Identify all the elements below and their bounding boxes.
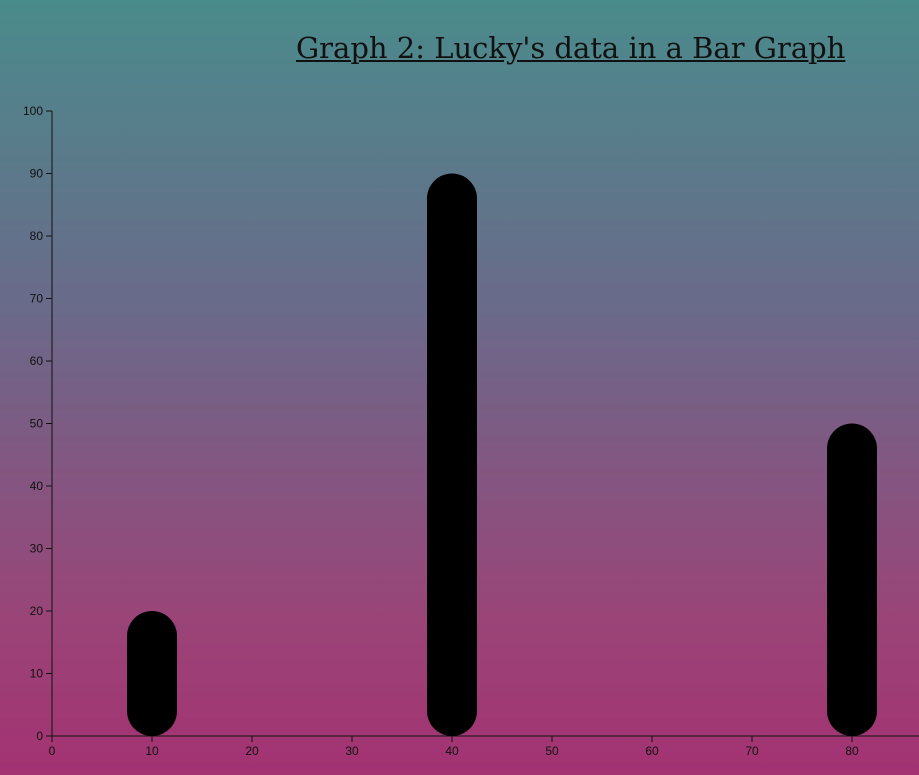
x-tick-label: 50 — [545, 744, 559, 758]
y-axis: 0 10 20 30 40 50 60 70 80 90 100 — [23, 104, 53, 743]
x-axis: 0 10 20 30 40 50 60 70 80 — [49, 735, 919, 758]
y-tick-label: 10 — [30, 667, 44, 681]
y-tick-label: 100 — [23, 104, 43, 118]
chart-title: Graph 2: Lucky's data in a Bar Graph — [296, 31, 846, 65]
y-tick-label: 40 — [30, 479, 44, 493]
y-tick-label: 30 — [30, 542, 44, 556]
bars — [127, 173, 877, 736]
y-tick-label: 70 — [30, 292, 44, 306]
y-tick-label: 20 — [30, 604, 44, 618]
y-tick-label: 90 — [30, 167, 44, 181]
y-tick-label: 0 — [36, 729, 43, 743]
y-tick-label: 50 — [30, 417, 44, 431]
x-tick-label: 30 — [345, 744, 359, 758]
y-tick-label: 80 — [30, 229, 44, 243]
x-tick-label: 40 — [445, 744, 459, 758]
x-tick-label: 80 — [845, 744, 859, 758]
x-tick-label: 70 — [745, 744, 759, 758]
bar — [827, 423, 877, 736]
bar — [127, 611, 177, 736]
bar — [427, 173, 477, 736]
x-tick-label: 60 — [645, 744, 659, 758]
x-tick-label: 0 — [49, 744, 56, 758]
x-tick-label: 20 — [245, 744, 259, 758]
y-tick-label: 60 — [30, 354, 44, 368]
x-tick-label: 10 — [145, 744, 159, 758]
